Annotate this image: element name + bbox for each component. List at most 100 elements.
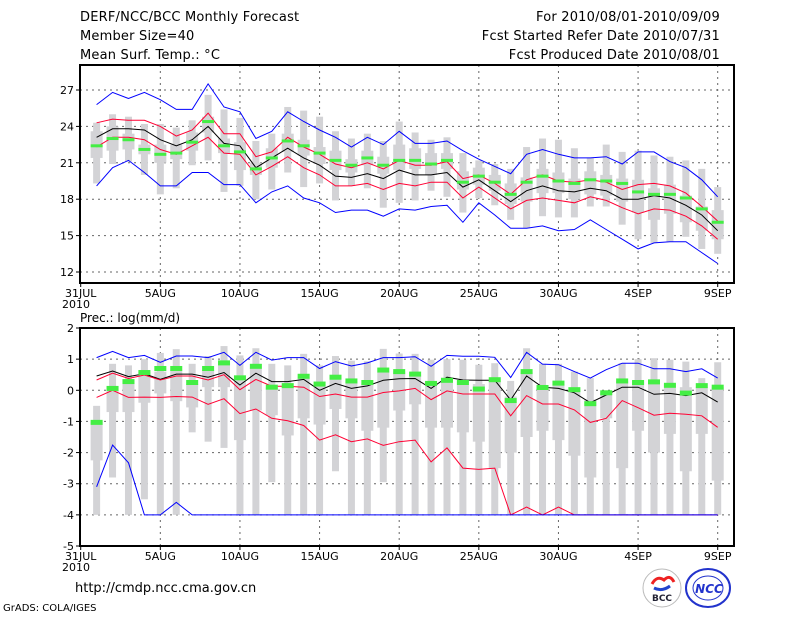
box-iqr: [488, 380, 501, 469]
median-marker: [409, 371, 422, 377]
y-tick-label: 12: [60, 266, 74, 279]
median-marker: [552, 179, 565, 183]
box-iqr: [584, 171, 597, 195]
series-inner-upper: [96, 112, 719, 222]
plot-temperature: 12 15 18 21 24 27 31JUL 5AUG 10AUG 15AUG 20AUG 25AU…: [60, 64, 735, 311]
series-outer-lower: [96, 444, 718, 516]
box-iqr: [695, 387, 708, 434]
median-marker: [440, 377, 453, 383]
median-marker: [409, 158, 422, 162]
box-whisker: [347, 360, 355, 515]
box-iqr: [663, 184, 676, 214]
median-marker: [632, 380, 645, 385]
box-iqr: [584, 399, 597, 478]
median-marker: [679, 196, 692, 200]
box-whisker: [666, 359, 674, 515]
y-tick-label: -4: [63, 509, 74, 522]
median-marker: [202, 120, 215, 124]
median-marker: [281, 139, 294, 143]
x-tick-label: 9SEP: [704, 550, 732, 563]
median-marker: [218, 144, 231, 148]
median-marker: [568, 181, 581, 185]
median-marker: [425, 380, 438, 386]
box-iqr: [616, 380, 629, 469]
series-inner-lower: [96, 136, 719, 240]
median-marker: [600, 179, 613, 183]
bcc-logo: BCC: [642, 568, 682, 608]
median-marker: [90, 144, 103, 148]
median-marker: [616, 378, 629, 384]
median-marker: [472, 174, 485, 178]
box-iqr: [536, 387, 549, 431]
box-iqr: [122, 380, 135, 413]
median-marker: [616, 181, 629, 185]
median-marker: [711, 220, 724, 224]
x-tick-label: 9SEP: [704, 287, 732, 300]
median-marker: [106, 137, 119, 141]
box-whisker: [427, 359, 435, 515]
box-iqr: [202, 370, 215, 388]
median-marker: [488, 377, 501, 383]
median-marker: [249, 167, 262, 171]
forecast-period: For 2010/08/01-2010/09/09: [536, 10, 720, 25]
box-iqr: [106, 390, 119, 413]
median-marker: [313, 151, 326, 155]
box-iqr: [425, 384, 438, 428]
median-marker: [377, 163, 390, 167]
box-iqr: [409, 148, 422, 169]
box-iqr: [663, 384, 676, 434]
box-whisker: [252, 348, 260, 515]
plot-frame: [79, 327, 735, 547]
box-iqr: [297, 377, 310, 419]
median-marker: [584, 178, 597, 182]
x-tick-label: 5AUG: [145, 287, 176, 300]
plot-precipitation: -5 -4 -3 -2 -1 0 1 2 31JUL 5AUG 10AUG 15AUG 20AUG 25A…: [62, 311, 735, 574]
box-iqr: [265, 387, 278, 416]
median-marker: [249, 363, 262, 369]
box-iqr: [154, 371, 167, 394]
produced-date: Fcst Produced Date 2010/08/01: [508, 48, 720, 63]
series-outer-upper: [96, 82, 719, 198]
box-whisker: [395, 353, 403, 515]
median-marker: [695, 383, 708, 389]
median-marker: [425, 162, 438, 166]
box-whisker: [698, 378, 706, 515]
member-size: Member Size=40: [80, 29, 195, 44]
source-url[interactable]: http://cmdp.ncc.cma.gov.cn: [75, 581, 257, 596]
box-iqr: [138, 371, 151, 403]
box-iqr: [345, 380, 358, 419]
median-marker: [600, 390, 613, 396]
series-ensemble-mean: [96, 370, 718, 404]
x-tick-label: 10AUG: [221, 550, 259, 563]
box-whisker: [363, 361, 371, 515]
variable-label: Mean Surf. Temp.: °C: [80, 48, 221, 63]
box-iqr: [361, 384, 374, 431]
median-marker: [186, 380, 199, 385]
box-whisker: [459, 359, 467, 515]
box-whisker: [220, 346, 228, 448]
median-marker: [663, 382, 676, 388]
x-tick-label: 31JUL: [65, 287, 97, 300]
box-whisker: [634, 359, 642, 515]
median-marker: [472, 386, 485, 392]
median-marker: [154, 365, 167, 371]
panel-title: Prec.: log(mm/d): [80, 311, 180, 325]
series-inner-upper: [96, 372, 718, 428]
box-iqr: [377, 371, 390, 428]
box-iqr: [249, 368, 262, 411]
box-iqr: [504, 396, 517, 453]
median-marker: [233, 150, 246, 154]
median-marker: [345, 163, 358, 167]
median-marker: [520, 369, 533, 375]
median-marker: [393, 369, 406, 375]
median-marker: [648, 379, 660, 385]
box-whisker: [156, 352, 164, 515]
box-iqr: [632, 179, 645, 213]
box-whisker: [268, 363, 276, 483]
box-iqr: [711, 387, 724, 481]
median-marker: [90, 419, 103, 425]
x-tick-label: 20AUG: [380, 550, 418, 563]
median-marker: [456, 180, 469, 184]
box-whisker: [124, 365, 132, 515]
median-marker: [202, 365, 215, 371]
